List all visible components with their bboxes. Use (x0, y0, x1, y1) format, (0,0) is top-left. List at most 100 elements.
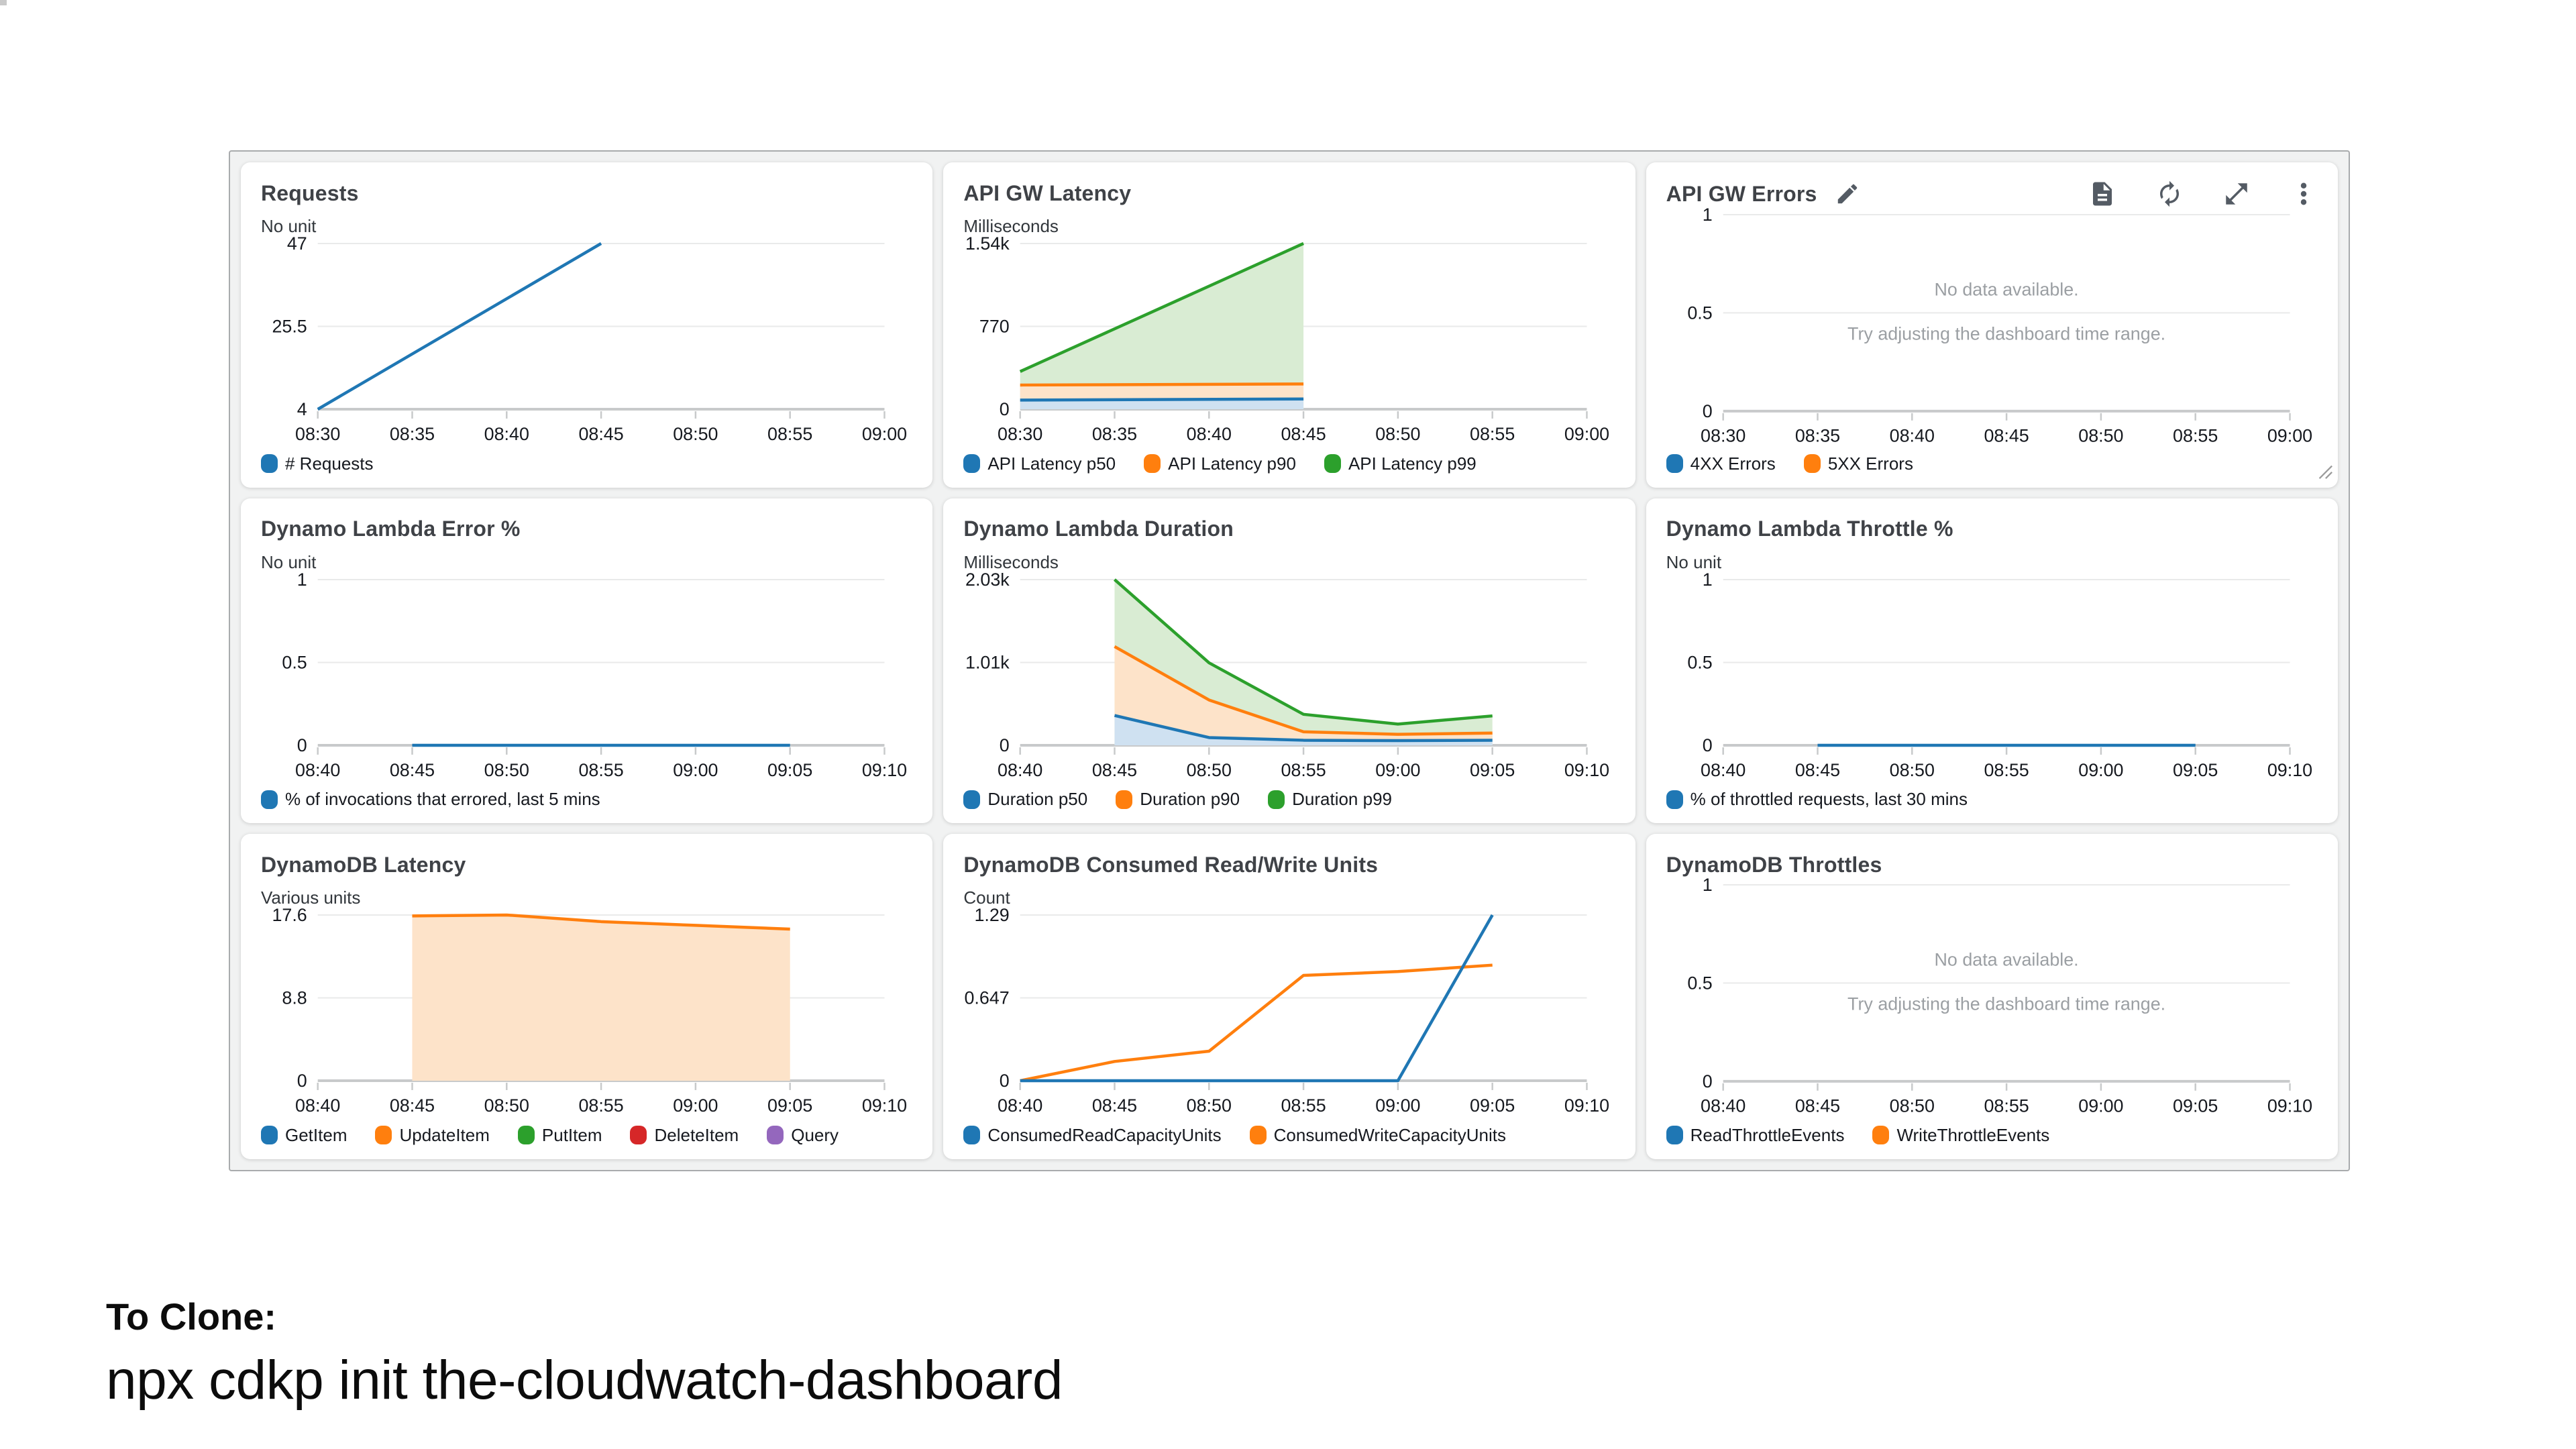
panel-header[interactable]: Dynamo Lambda Duration (963, 516, 1615, 543)
legend-item-Query[interactable]: Query (767, 1125, 839, 1146)
no-data-hint: Try adjusting the dashboard time range. (1847, 323, 2165, 343)
panel-title: Requests (261, 180, 359, 205)
chart-canvas-api-gw-errors[interactable]: 1 0.5 0 08:30 08:35 08:40 08:45 08:50 08:55 09:00… (1666, 208, 2318, 450)
x-axis-tick-label: 08:55 (1281, 1095, 1326, 1116)
panel-dynamodb-latency: DynamoDB Latency Various units 17.6 8.8 0 08:… (241, 834, 933, 1159)
legend-color-chip (1803, 454, 1821, 474)
panel-dynamo-lambda-error-pct: Dynamo Lambda Error % No unit 1 0.5 0 08:40 08… (241, 498, 933, 824)
widget-refresh-button[interactable] (2155, 180, 2184, 208)
widget-enlarge-button[interactable] (2222, 180, 2251, 208)
legend-item-API Latency p90[interactable]: API Latency p90 (1144, 453, 1296, 474)
chart-area: 17.6 8.8 0 08:40 08:45 08:50 08:55 09:00 09:05 09… (261, 908, 912, 1120)
x-axis-tick-label: 08:40 (1187, 424, 1232, 444)
no-data-message: No data available. (1934, 280, 2078, 300)
legend-item-UpdateItem[interactable]: UpdateItem (375, 1124, 490, 1146)
panel-header[interactable]: Requests (261, 180, 912, 207)
footer-note: To Clone: npx cdkp init the-cloudwatch-d… (106, 1295, 1063, 1412)
legend-item-ConsumedWriteCapacityUnits[interactable]: ConsumedWriteCapacityUnits (1249, 1125, 1506, 1146)
chart-canvas-requests[interactable]: 47 25.5 4 08:30 08:35 08:40 08:45 08:50 08:55 09:… (261, 237, 912, 448)
legend-item-Duration p90[interactable]: Duration p90 (1116, 789, 1240, 810)
legend-color-chip (261, 1126, 278, 1145)
legend-item-Duration p50[interactable]: Duration p50 (963, 789, 1087, 810)
panel-header[interactable]: Dynamo Lambda Error % (261, 516, 912, 543)
chart-canvas-dynamodb-throttles[interactable]: 1 0.5 0 08:40 08:45 08:50 08:55 09:00 09:05 09:10… (1666, 878, 2318, 1120)
x-axis-tick-label: 09:10 (862, 759, 907, 780)
legend-label: ConsumedReadCapacityUnits (987, 1124, 1222, 1145)
x-axis-tick-label: 09:10 (2267, 1096, 2312, 1116)
footer-clone-label: To Clone: (106, 1295, 277, 1338)
series-line-API Latency p99 (1020, 241, 1305, 373)
legend-label: 4XX Errors (1690, 453, 1776, 474)
legend-label: # Requests (285, 453, 374, 474)
widget-logs-button[interactable] (2088, 180, 2116, 208)
legend-item-% of throttled requests, last 30 mins[interactable]: % of throttled requests, last 30 mins (1666, 789, 1968, 810)
legend-item-# Requests[interactable]: # Requests (261, 453, 374, 474)
widget-menu-button[interactable] (2290, 180, 2318, 208)
chart-canvas-dynamodb-consumed-read-write-units[interactable]: 1.29 0.647 0 08:40 08:45 08:50 08:55 09:00 09:05… (963, 908, 1615, 1120)
panel-header[interactable]: API GW Latency (963, 180, 1615, 207)
legend-color-chip (261, 790, 278, 809)
panel-api-gw-latency: API GW Latency Milliseconds 1.54k 770 0 08:30… (943, 162, 1635, 488)
edit-widget-title-button[interactable] (1835, 181, 1860, 207)
legend-label: Duration p50 (987, 789, 1088, 810)
series-line-API Latency p50 (1020, 397, 1304, 402)
chart-area: 47 25.5 4 08:30 08:35 08:40 08:45 08:50 08:55 09:… (261, 237, 912, 448)
chart-canvas-dynamodb-latency[interactable]: 17.6 8.8 0 08:40 08:45 08:50 08:55 09:00 09:05 09… (261, 908, 912, 1120)
panel-header[interactable]: DynamoDB Latency (261, 851, 912, 878)
panel-header[interactable]: DynamoDB Consumed Read/Write Units (963, 851, 1615, 878)
x-axis-tick-label: 09:00 (862, 424, 907, 444)
x-axis-tick-label: 08:50 (673, 424, 718, 444)
x-axis-tick-label: 08:55 (767, 424, 812, 444)
legend-item-Duration p99[interactable]: Duration p99 (1268, 789, 1392, 810)
y-axis-tick-label: 2.03k (965, 573, 1010, 590)
y-axis-tick-label: 1 (1702, 208, 1712, 225)
y-axis-tick-label: 0 (1702, 401, 1712, 421)
x-axis-tick-label: 08:40 (295, 1095, 340, 1116)
legend-color-chip (767, 1126, 784, 1145)
panel-dynamodb-consumed-read-write-units: DynamoDB Consumed Read/Write Units Count 1… (943, 834, 1635, 1159)
chart-area: 2.03k 1.01k 0 08:40 08:45 08:50 08:55 09:00 09:0… (963, 573, 1615, 784)
chart-canvas-dynamo-lambda-error-pct[interactable]: 1 0.5 0 08:40 08:45 08:50 08:55 09:00 09:05 09:10 (261, 573, 912, 784)
legend-item-% of invocations that errored, last 5 mins[interactable]: % of invocations that errored, last 5 mi… (261, 789, 600, 810)
panel-header[interactable]: Dynamo Lambda Throttle % (1666, 516, 2318, 543)
axis-unit-label: Milliseconds (963, 551, 1059, 572)
refresh-icon (2160, 180, 2179, 207)
legend-color-chip (963, 1126, 981, 1145)
widget-resize-handle[interactable] (2316, 462, 2333, 483)
y-axis-tick-label: 0.647 (965, 988, 1010, 1008)
x-axis-tick-label: 08:30 (1701, 426, 1746, 446)
legend: % of invocations that errored, last 5 mi… (261, 789, 912, 811)
panel-api-gw-errors: API GW Errors 1 0.5 0 08:30 08:35 08:40 08:45 08… (1646, 162, 2338, 488)
legend-label: % of invocations that errored, last 5 mi… (285, 789, 600, 810)
x-axis-tick-label: 08:45 (390, 759, 435, 780)
y-axis-tick-label: 0 (297, 735, 307, 755)
legend-item-API Latency p99[interactable]: API Latency p99 (1324, 453, 1477, 474)
x-axis-tick-label: 09:10 (1564, 759, 1609, 780)
panel-header[interactable]: DynamoDB Throttles (1666, 851, 2318, 878)
legend-item-4XX Errors[interactable]: 4XX Errors (1666, 453, 1776, 474)
legend-label: UpdateItem (399, 1124, 490, 1145)
panel-dynamo-lambda-throttle-pct: Dynamo Lambda Throttle % No unit 1 0.5 0 08:4… (1646, 498, 2338, 824)
legend-item-ReadThrottleEvents[interactable]: ReadThrottleEvents (1666, 1124, 1845, 1146)
legend-item-GetItem[interactable]: GetItem (261, 1125, 347, 1146)
chart-canvas-dynamo-lambda-throttle-pct[interactable]: 1 0.5 0 08:40 08:45 08:50 08:55 09:00 09:05 09:10 (1666, 573, 2318, 784)
legend-item-ConsumedReadCapacityUnits[interactable]: ConsumedReadCapacityUnits (963, 1124, 1222, 1146)
legend-item-DeleteItem[interactable]: DeleteItem (630, 1125, 739, 1146)
legend-item-PutItem[interactable]: PutItem (517, 1125, 602, 1146)
x-axis-tick-label: 08:35 (390, 424, 435, 444)
panel-dynamo-lambda-duration: Dynamo Lambda Duration Milliseconds 2.03k 1… (943, 498, 1635, 824)
x-axis-tick-label: 08:50 (1187, 759, 1232, 780)
chart-canvas-dynamo-lambda-duration[interactable]: 2.03k 1.01k 0 08:40 08:45 08:50 08:55 09:00 09:0… (963, 573, 1615, 784)
y-axis-tick-label: 0.5 (1687, 652, 1712, 672)
legend-label: API Latency p90 (1168, 453, 1296, 474)
legend-label: ReadThrottleEvents (1690, 1124, 1845, 1145)
panel-header[interactable]: API GW Errors (1666, 180, 2318, 208)
legend-color-chip (1324, 454, 1341, 474)
no-data-message: No data available. (1934, 950, 2078, 970)
legend-item-API Latency p50[interactable]: API Latency p50 (963, 453, 1116, 474)
legend-item-5XX Errors[interactable]: 5XX Errors (1803, 453, 1913, 474)
chart-canvas-api-gw-latency[interactable]: 1.54k 770 0 08:30 08:35 08:40 08:45 08:50 08:55 0… (963, 237, 1615, 448)
x-axis-tick-label: 08:50 (2078, 426, 2123, 446)
resize-handle-icon (2318, 465, 2332, 479)
legend-item-WriteThrottleEvents[interactable]: WriteThrottleEvents (1872, 1125, 2049, 1146)
